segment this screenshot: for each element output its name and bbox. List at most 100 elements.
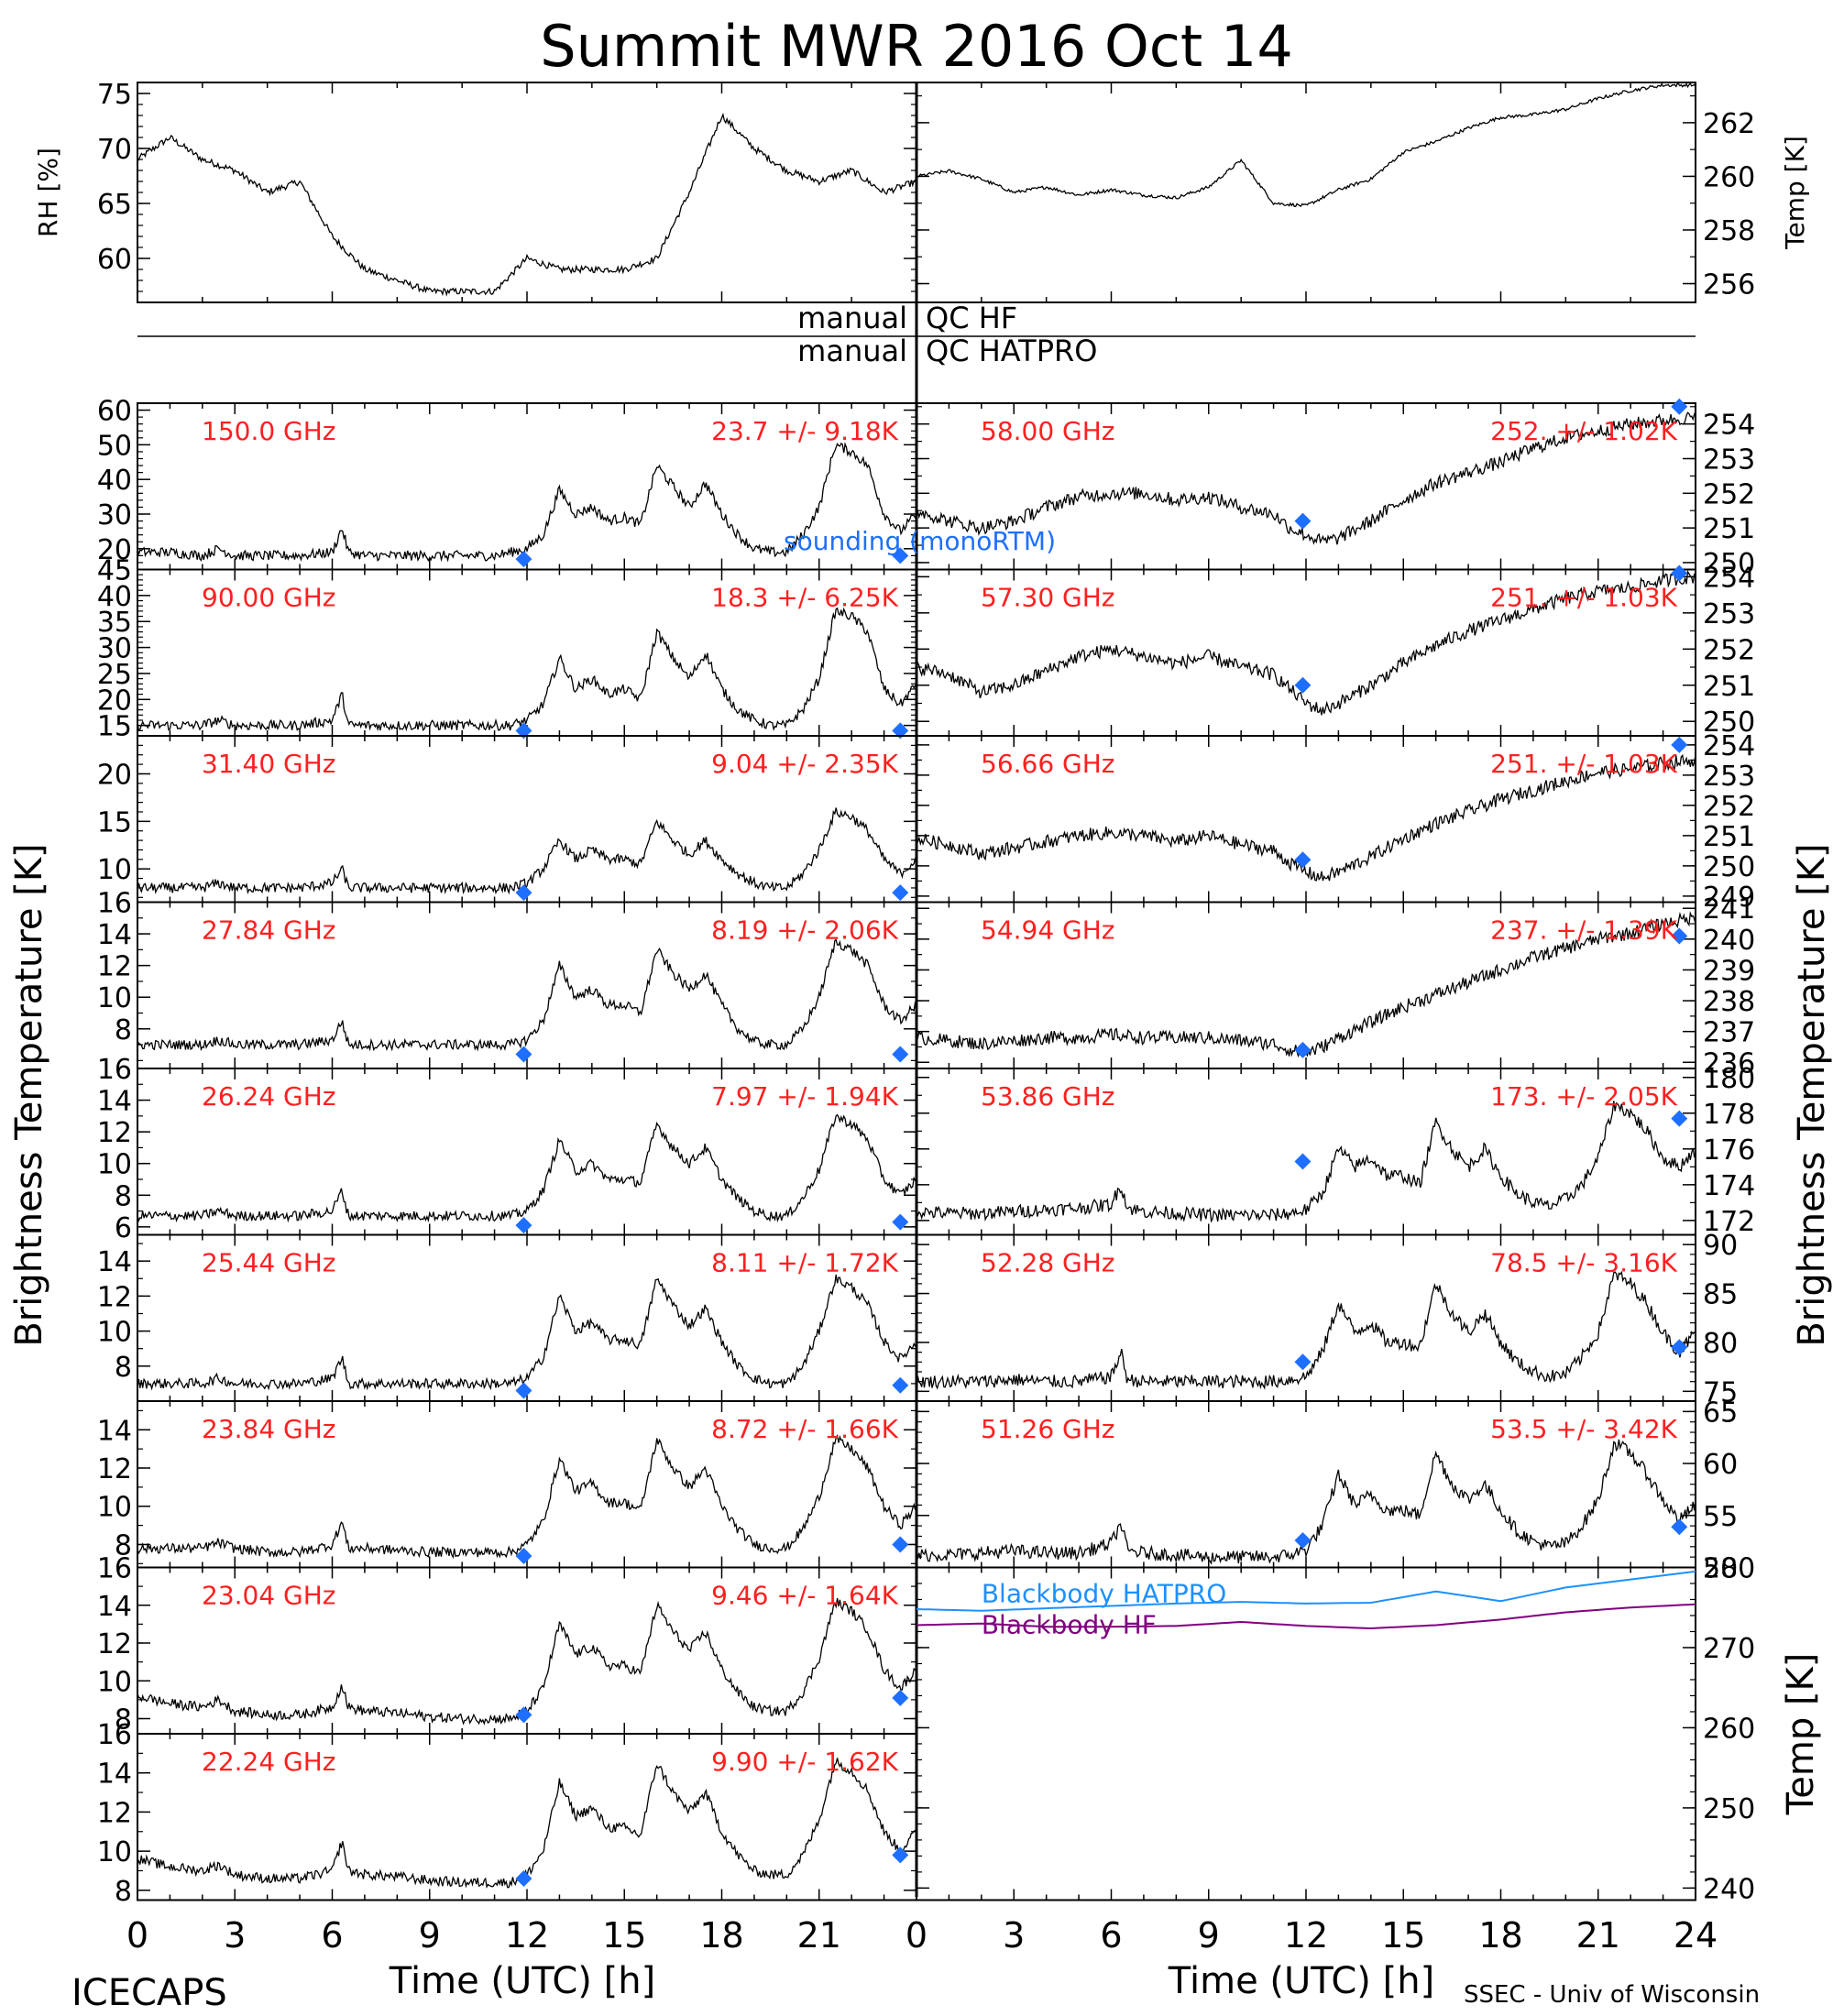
y-tick-label: 6 bbox=[115, 1212, 132, 1244]
credit-right: SSEC - Univ of Wisconsin bbox=[1464, 1981, 1760, 2009]
y-tick-label: 251 bbox=[1703, 671, 1755, 703]
stat-label: 9.90 +/- 1.62K bbox=[711, 1747, 898, 1777]
y-tick-label: 8 bbox=[115, 1529, 132, 1561]
y-tick-label: 16 bbox=[97, 1054, 132, 1086]
y-tick-label: 40 bbox=[97, 581, 132, 613]
y-tick-label: 262 bbox=[1703, 108, 1755, 140]
y-tick-label: 16 bbox=[97, 888, 132, 920]
y-tick-label: 14 bbox=[97, 1086, 132, 1118]
sounding-marker bbox=[515, 1547, 532, 1564]
y-tick-label: 254 bbox=[1703, 730, 1755, 762]
y-tick-label: 251 bbox=[1703, 821, 1755, 853]
panel-ylabel: Temp [K] bbox=[1780, 136, 1810, 250]
stat-label: 18.3 +/- 6.25K bbox=[711, 583, 898, 613]
panel-ch31: 10 15 20 31.40 GHz 9.04 +/- 2.35K bbox=[97, 735, 917, 904]
sounding-marker bbox=[515, 1706, 532, 1724]
y-tick-label: 70 bbox=[97, 134, 132, 166]
qc-hatpro-label: QC HATPRO bbox=[926, 334, 1097, 368]
y-tick-label: 65 bbox=[1703, 1397, 1738, 1429]
stat-label: 8.72 +/- 1.66K bbox=[711, 1414, 898, 1444]
panel-ch22: 8 10 12 14 16 22.24 GHz 9.90 +/- 1.62K bbox=[97, 1719, 917, 1908]
sounding-marker bbox=[892, 884, 909, 902]
y-tick-label: 20 bbox=[97, 759, 132, 791]
sounding-marker bbox=[515, 1382, 532, 1399]
y-tick-label: 12 bbox=[97, 951, 132, 983]
y-tick-label: 8 bbox=[115, 1876, 132, 1908]
x-tick-label: 21 bbox=[1576, 1915, 1620, 1956]
sounding-marker bbox=[515, 551, 532, 568]
y-tick-label: 10 bbox=[97, 1149, 132, 1181]
stat-label: 237. +/- 1.39K bbox=[1490, 915, 1677, 946]
sounding-marker bbox=[515, 1046, 532, 1063]
sounding-marker bbox=[1671, 564, 1688, 582]
frequency-label: 25.44 GHz bbox=[202, 1248, 336, 1278]
y-tick-label: 14 bbox=[97, 1759, 132, 1791]
series-label: Blackbody HATPRO bbox=[982, 1579, 1226, 1609]
y-tick-label: 12 bbox=[97, 1628, 132, 1660]
data-line bbox=[916, 411, 1696, 545]
y-tick-label: 75 bbox=[1703, 1376, 1738, 1408]
data-line bbox=[916, 1439, 1696, 1565]
y-tick-label: 8 bbox=[115, 1014, 132, 1046]
frequency-label: 58.00 GHz bbox=[981, 416, 1115, 446]
y-tick-label: 253 bbox=[1703, 761, 1755, 793]
frequency-label: 31.40 GHz bbox=[202, 749, 336, 779]
panel-ch52: 75 80 85 90 52.28 GHz 78.5 +/- 3.16K bbox=[916, 1230, 1738, 1408]
stat-label: 7.97 +/- 1.94K bbox=[711, 1081, 898, 1112]
series-line-0 bbox=[916, 1570, 1696, 1612]
y-tick-label: 251 bbox=[1703, 513, 1755, 545]
y-tick-label: 40 bbox=[97, 465, 132, 497]
y-tick-label: 90 bbox=[1703, 1230, 1738, 1262]
y-tick-label: 10 bbox=[97, 982, 132, 1014]
y-tick-label: 250 bbox=[1703, 851, 1755, 883]
y-tick-label: 80 bbox=[1703, 1328, 1738, 1360]
y-tick-label: 260 bbox=[1703, 1713, 1755, 1745]
sounding-marker bbox=[515, 884, 532, 902]
qc-hf-label: QC HF bbox=[926, 301, 1017, 335]
x-tick-label: 3 bbox=[224, 1915, 246, 1956]
sounding-marker bbox=[1294, 1041, 1312, 1058]
y-tick-label: 252 bbox=[1703, 791, 1755, 823]
sounding-marker bbox=[1294, 1353, 1312, 1371]
data-line bbox=[137, 1113, 916, 1223]
x-tick-label: 24 bbox=[1674, 1915, 1718, 1956]
x-axis-left: 0 3 6 9 12 15 18 21 bbox=[126, 1915, 841, 1956]
y-tick-label: 270 bbox=[1703, 1633, 1755, 1665]
y-tick-label: 252 bbox=[1703, 634, 1755, 666]
y-tick-label: 60 bbox=[97, 396, 132, 428]
y-tick-label: 258 bbox=[1703, 215, 1755, 247]
sounding-marker bbox=[1294, 851, 1312, 869]
x-tick-label: 15 bbox=[1381, 1915, 1425, 1956]
stat-label: 8.19 +/- 2.06K bbox=[711, 915, 898, 946]
frequency-label: 27.84 GHz bbox=[202, 915, 336, 946]
qc-hatpro-prefix: manual bbox=[797, 334, 907, 368]
y-tick-label: 16 bbox=[97, 1553, 132, 1585]
y-tick-label: 172 bbox=[1703, 1206, 1755, 1238]
y-tick-label: 238 bbox=[1703, 986, 1755, 1018]
y-tick-label: 20 bbox=[97, 534, 132, 566]
x-tick-label: 9 bbox=[419, 1915, 441, 1956]
panel-ch57_30: 250 251 252 253 254 57.30 GHz 251. +/- 1.03K bbox=[916, 562, 1755, 739]
x-tick-label: 9 bbox=[1198, 1915, 1220, 1956]
y-tick-label: 50 bbox=[97, 430, 132, 462]
y-tick-label: 180 bbox=[1703, 1063, 1755, 1095]
panel-blackbody: 240 250 260 270 280 Blackbody HATPROBlackbody… bbox=[916, 1553, 1822, 1905]
stat-label: 23.7 +/- 9.18K bbox=[711, 416, 898, 446]
y-tick-label: 256 bbox=[1703, 269, 1755, 301]
x-tick-label: 0 bbox=[126, 1915, 148, 1956]
y-tick-label: 178 bbox=[1703, 1099, 1755, 1131]
data-line bbox=[916, 753, 1696, 882]
data-line bbox=[137, 938, 916, 1052]
data-line bbox=[137, 1274, 916, 1391]
y-tick-label: 30 bbox=[97, 633, 132, 665]
sounding-marker bbox=[892, 1689, 909, 1706]
y-tick-label: 8 bbox=[115, 1180, 132, 1212]
frequency-label: 22.24 GHz bbox=[202, 1747, 336, 1777]
y-tick-label: 240 bbox=[1703, 1873, 1755, 1905]
sounding-marker bbox=[1671, 1339, 1688, 1356]
y-tick-label: 85 bbox=[1703, 1279, 1738, 1311]
y-tick-label: 254 bbox=[1703, 562, 1755, 594]
